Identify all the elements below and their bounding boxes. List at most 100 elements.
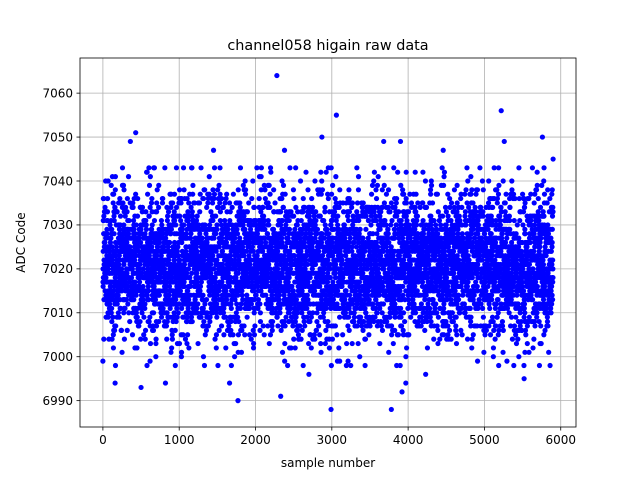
data-point [262,195,268,202]
data-point [189,270,195,276]
data-point [177,213,183,219]
data-point [477,165,483,171]
data-point [184,314,190,320]
data-point [244,314,250,320]
data-point [126,217,132,224]
data-point [168,349,174,355]
data-point [222,217,228,224]
data-point [390,340,396,347]
data-point [181,261,188,268]
data-point [415,318,421,325]
data-point [188,231,194,237]
data-point [123,204,129,210]
data-point [115,310,121,316]
data-point [244,209,251,215]
data-point [301,318,307,325]
data-point [235,292,241,298]
data-point [451,187,458,193]
data-point [250,248,256,254]
data-point [470,332,476,338]
data-point [454,182,460,188]
data-point [198,314,204,320]
data-point [375,174,381,180]
data-point [161,266,168,272]
data-point [209,283,215,290]
data-point [262,226,268,232]
data-point [282,323,288,329]
data-point [203,275,209,281]
data-point [110,288,117,294]
data-point [240,222,246,228]
data-point [124,283,131,290]
data-point [340,332,346,338]
data-point [199,235,205,241]
data-point [195,340,201,347]
data-point [158,217,165,224]
data-point [309,204,316,210]
data-point [328,191,335,197]
data-point [164,336,170,342]
data-point [147,314,153,320]
data-point [250,178,256,184]
data-point [237,204,243,210]
data-point [144,292,150,298]
data-point [196,222,202,228]
data-point [167,305,173,311]
data-point [237,165,244,171]
data-point [230,332,236,338]
data-point [121,336,128,342]
data-point [108,235,114,241]
data-point [381,165,387,171]
data-point [333,174,339,180]
data-point [257,327,263,333]
data-point [429,200,436,206]
data-point [400,310,407,316]
data-point [470,297,476,303]
data-point [297,178,304,184]
data-point [146,318,152,325]
data-point [441,182,447,188]
data-point [201,362,208,369]
data-point [395,169,401,175]
data-point [187,235,194,241]
data-point [215,362,221,369]
data-point [163,279,170,285]
data-point [292,345,298,351]
data-point [356,279,363,285]
data-point [194,279,200,285]
data-point [317,213,323,219]
data-point [124,270,130,276]
data-point [211,191,218,197]
data-point [111,191,117,197]
data-point [448,200,455,206]
data-point [469,336,475,342]
data-point [463,187,469,193]
data-point [143,217,149,224]
data-point [351,318,357,325]
data-point [394,195,400,202]
data-point [200,292,206,298]
data-point [269,327,275,333]
data-point [133,292,139,298]
data-point [404,345,410,351]
data-point [465,178,471,184]
data-point [336,345,342,351]
data-point [194,248,200,254]
data-point [405,297,411,303]
data-point [238,217,244,224]
data-point [144,244,150,250]
data-point [184,270,190,276]
data-point [213,345,219,351]
data-point [363,310,369,316]
data-point [107,239,114,246]
data-point [258,165,264,171]
data-point [398,305,404,311]
data-point [479,178,486,184]
data-point [165,213,171,219]
data-point [428,182,435,188]
data-point [236,257,242,263]
data-point [130,204,136,210]
data-point [117,195,123,202]
data-point [423,204,430,210]
data-point [226,323,232,329]
